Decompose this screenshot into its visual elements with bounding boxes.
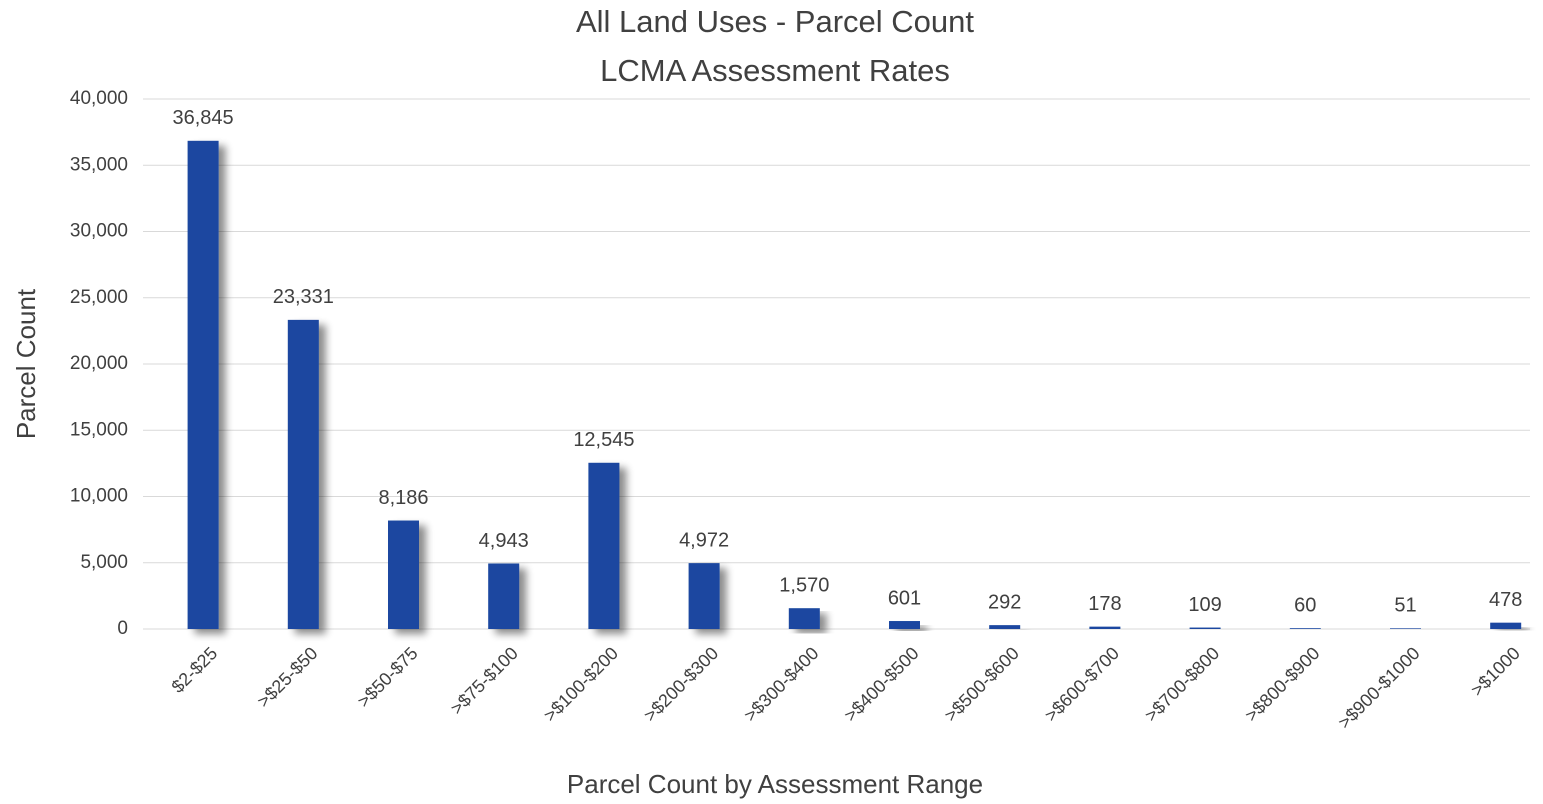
chart-subtitle: LCMA Assessment Rates: [600, 53, 950, 88]
bar: [287, 319, 319, 629]
y-tick-label: 40,000: [70, 88, 128, 109]
x-axis-title: Parcel Count by Assessment Range: [567, 769, 983, 799]
bar: [588, 462, 620, 629]
y-tick-label: 35,000: [70, 154, 128, 175]
data-label: 12,545: [573, 429, 634, 451]
x-tick-label: >$200-$300: [640, 643, 722, 725]
x-tick-label: >$800-$900: [1241, 643, 1323, 725]
bar: [688, 563, 720, 629]
bar: [889, 621, 920, 629]
data-label: 36,845: [173, 107, 234, 129]
chart-title: All Land Uses - Parcel Count: [576, 4, 974, 39]
data-label: 4,943: [479, 530, 529, 552]
bar: [788, 608, 820, 629]
bar: [1490, 622, 1522, 629]
data-label: 109: [1188, 594, 1221, 616]
bar: [989, 625, 1021, 629]
x-tick-label: >$75-$100: [447, 643, 522, 718]
data-label: 1,570: [779, 574, 829, 596]
y-axis-title: Parcel Count: [11, 288, 41, 439]
x-tick-label: >$1000: [1467, 643, 1524, 700]
data-label: 60: [1294, 594, 1316, 616]
data-label: 51: [1394, 595, 1416, 617]
x-tick-label: >$100-$200: [540, 643, 622, 725]
bar: [1089, 626, 1121, 629]
x-tick-label: >$50-$75: [353, 643, 421, 711]
x-tick-label: >$25-$50: [253, 643, 321, 711]
data-label: 601: [888, 587, 921, 609]
x-tick-label: >$900-$1000: [1334, 643, 1424, 733]
data-label: 292: [988, 591, 1021, 613]
bar: [1189, 627, 1221, 629]
bar: [1390, 628, 1421, 629]
data-label: 478: [1489, 589, 1522, 611]
x-tick-label: >$400-$500: [840, 643, 922, 725]
data-label: 23,331: [273, 286, 334, 308]
bar: [187, 140, 219, 629]
data-label: 178: [1088, 593, 1121, 615]
x-tick-label: $2-$25: [168, 643, 222, 697]
data-label: 4,972: [679, 529, 729, 551]
bar: [488, 563, 520, 629]
bar: [1289, 628, 1321, 629]
x-tick-label: >$300-$400: [740, 643, 822, 725]
y-tick-label: 0: [117, 618, 128, 639]
y-tick-label: 30,000: [70, 221, 128, 242]
y-tick-label: 25,000: [70, 287, 128, 308]
data-label: 8,186: [378, 487, 428, 509]
y-tick-label: 5,000: [80, 552, 128, 573]
y-tick-label: 10,000: [70, 486, 128, 507]
x-tick-label: >$500-$600: [940, 643, 1022, 725]
x-tick-label: >$700-$800: [1141, 643, 1223, 725]
x-tick-label: >$600-$700: [1041, 643, 1123, 725]
y-tick-label: 15,000: [70, 419, 128, 440]
bar: [388, 520, 419, 629]
y-tick-label: 20,000: [70, 353, 128, 374]
